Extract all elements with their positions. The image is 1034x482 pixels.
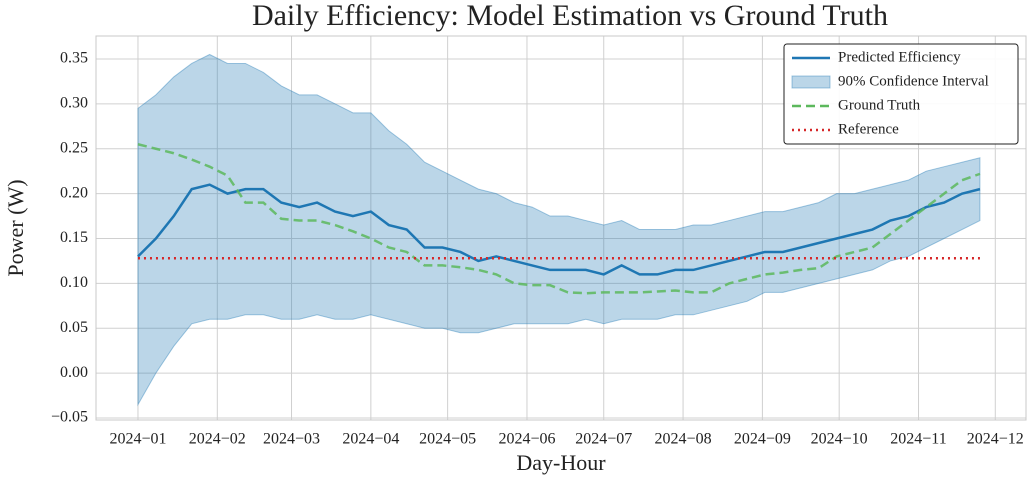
y-axis-label: Power (W): [3, 179, 28, 276]
y-tick-label: 0.15: [60, 229, 88, 246]
series-line: [137, 143, 981, 295]
legend-label: Ground Truth: [838, 97, 921, 113]
series-line: [137, 183, 981, 276]
confidence-band: [137, 53, 981, 407]
y-tick-label: 0.30: [60, 95, 88, 112]
y-tick-label: 0.35: [60, 50, 88, 67]
x-tick-label: 2024−12: [967, 431, 1024, 448]
legend-label: Predicted Efficiency: [838, 49, 961, 65]
y-tick-label: 0.10: [60, 274, 88, 291]
x-tick-label: 2024−04: [342, 431, 399, 448]
x-tick-label: 2024−07: [575, 431, 632, 448]
x-tick-label: 2024−08: [655, 431, 712, 448]
x-axis-label: Day-Hour: [516, 450, 606, 475]
x-tick-label: 2024−01: [109, 431, 166, 448]
y-tick-label: 0.00: [60, 364, 88, 381]
y-tick-label: −0.05: [51, 409, 88, 426]
x-tick-label: 2024−03: [263, 431, 320, 448]
x-tick-label: 2024−06: [498, 431, 555, 448]
y-tick-label: 0.25: [60, 139, 88, 156]
legend-label: Reference: [838, 121, 899, 137]
x-tick-label: 2024−09: [734, 431, 791, 448]
legend-label: 90% Confidence Interval: [838, 73, 989, 89]
x-tick-label: 2024−05: [419, 431, 476, 448]
y-tick-label: 0.05: [60, 319, 88, 336]
chart-title: Daily Efficiency: Model Estimation vs Gr…: [252, 0, 888, 32]
legend-swatch: [791, 75, 831, 89]
x-tick-label: 2024−11: [890, 431, 946, 448]
legend-box: [783, 43, 1019, 145]
y-tick-label: 0.20: [60, 184, 88, 201]
x-tick-label: 2024−10: [811, 431, 868, 448]
x-tick-label: 2024−02: [189, 431, 246, 448]
plot-frame: [95, 35, 1027, 421]
